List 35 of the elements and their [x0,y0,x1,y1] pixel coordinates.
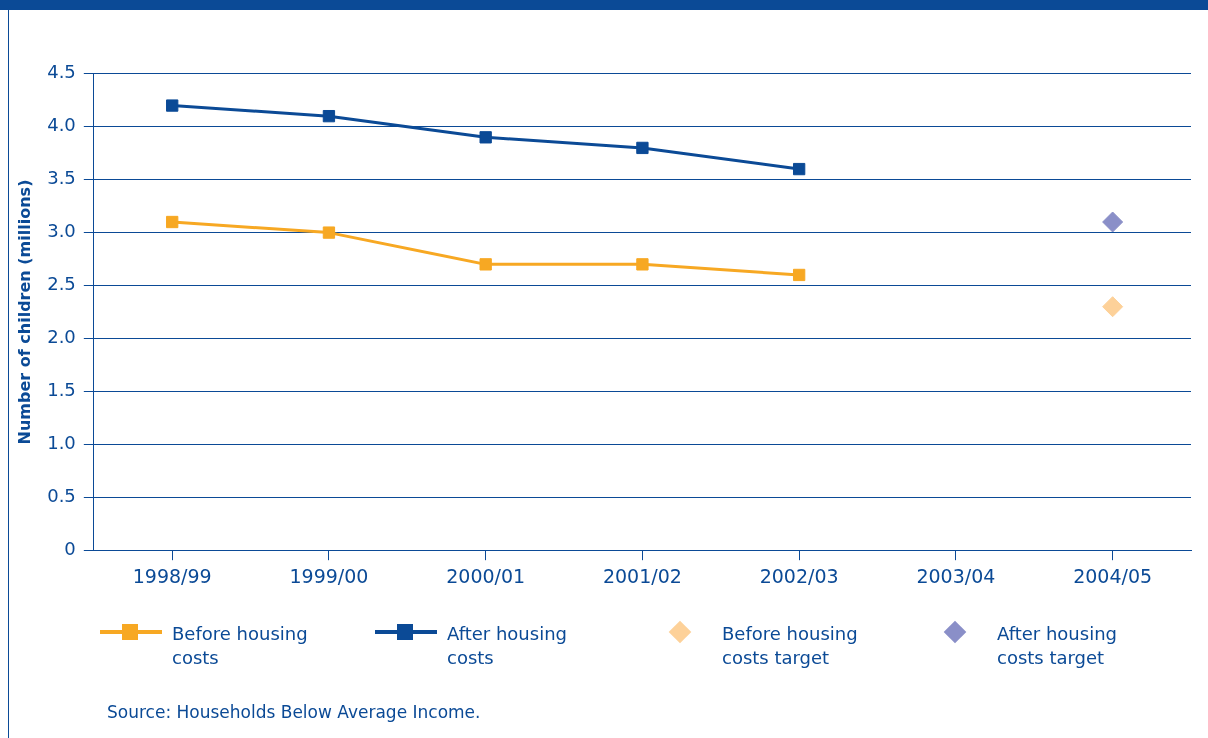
x-tick-label: 1998/99 [132,564,212,587]
y-tick-label: 3.0 [47,220,76,242]
point [1102,211,1124,233]
source-note: Source: Households Below Average Income. [107,702,481,722]
y-axis-title: Number of children (millions) [14,179,34,445]
legend-label: Before housing costs target [722,622,859,670]
point [322,109,336,123]
x-tick-label: 2004/05 [1073,564,1153,587]
point [479,258,492,271]
point [166,215,179,229]
y-tick-label: 2.0 [47,326,76,348]
point [1102,296,1124,318]
x-tick-label: 2001/02 [602,564,682,587]
point [636,258,649,271]
point [322,226,336,239]
y-tick-label: 4.5 [47,61,76,83]
point [479,131,492,144]
x-tick-label: 2000/01 [446,564,526,587]
y-tick-label: 4.0 [47,114,76,136]
point [793,162,806,176]
y-tick-label: 0 [64,537,76,559]
point [636,141,649,155]
point [793,268,806,282]
legend-label: After housing costs target [997,622,1118,670]
legend-label: After housing costs [447,622,568,670]
y-tick-label: 0.5 [47,484,76,506]
x-tick-label: 1999/00 [289,564,369,587]
x-tick-label: 2002/03 [759,564,839,587]
point [166,99,179,112]
y-tick-label: 1.0 [47,432,76,454]
y-tick-label: 1.5 [47,379,76,401]
legend-label: Before housing costs [172,622,309,670]
y-tick-label: 2.5 [47,273,76,295]
y-tick-label: 3.5 [47,167,76,189]
x-tick-label: 2003/04 [916,564,996,587]
